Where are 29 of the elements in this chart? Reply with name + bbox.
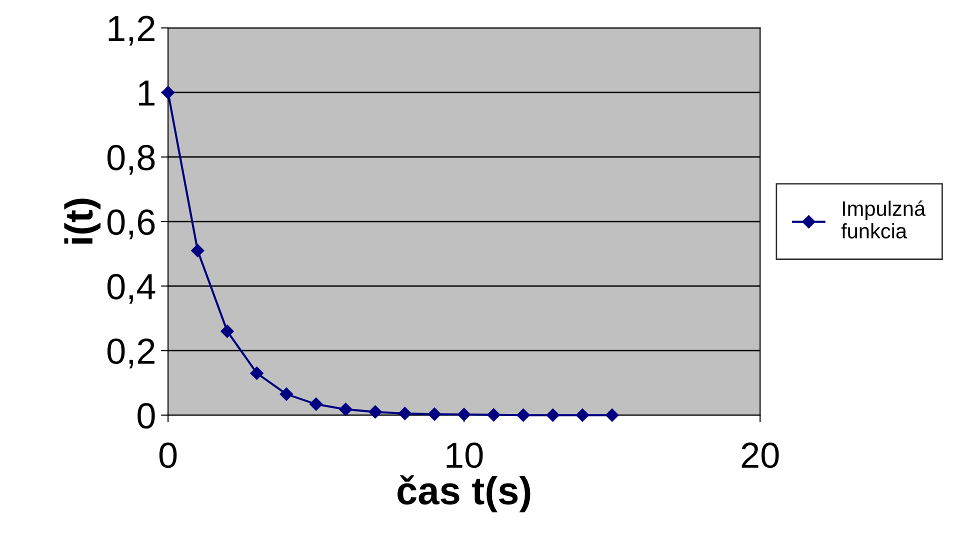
point [428, 408, 442, 421]
y-tick-label: 0,8 [107, 144, 155, 175]
y-tick-label: 1 [138, 80, 154, 106]
point [339, 402, 352, 416]
point [576, 408, 590, 422]
point [606, 408, 619, 422]
point [250, 366, 264, 380]
point [309, 398, 323, 411]
y-tick-label: 0,6 [107, 209, 155, 240]
y-tick-label: 0,4 [107, 274, 156, 304]
point [191, 244, 204, 258]
legend-label: Impulzná funkcia [841, 200, 926, 238]
y-tick-label: 0 [138, 403, 155, 429]
point [368, 405, 382, 419]
point [398, 406, 412, 420]
x-tick-label: 20 [742, 442, 779, 468]
point [457, 408, 471, 422]
x-tick-label: 10 [446, 442, 483, 468]
y-tick-label: 1,2 [108, 16, 154, 46]
point [161, 86, 175, 100]
point [487, 408, 500, 422]
y-axis-title: i(t) [64, 198, 100, 244]
x-axis-title: čas t(s) [398, 475, 530, 512]
x-tick-label: 0 [159, 442, 177, 468]
point [546, 408, 560, 422]
y-tick-label: 0,2 [107, 338, 154, 368]
point [220, 324, 234, 338]
point [280, 388, 294, 401]
point [516, 408, 530, 422]
